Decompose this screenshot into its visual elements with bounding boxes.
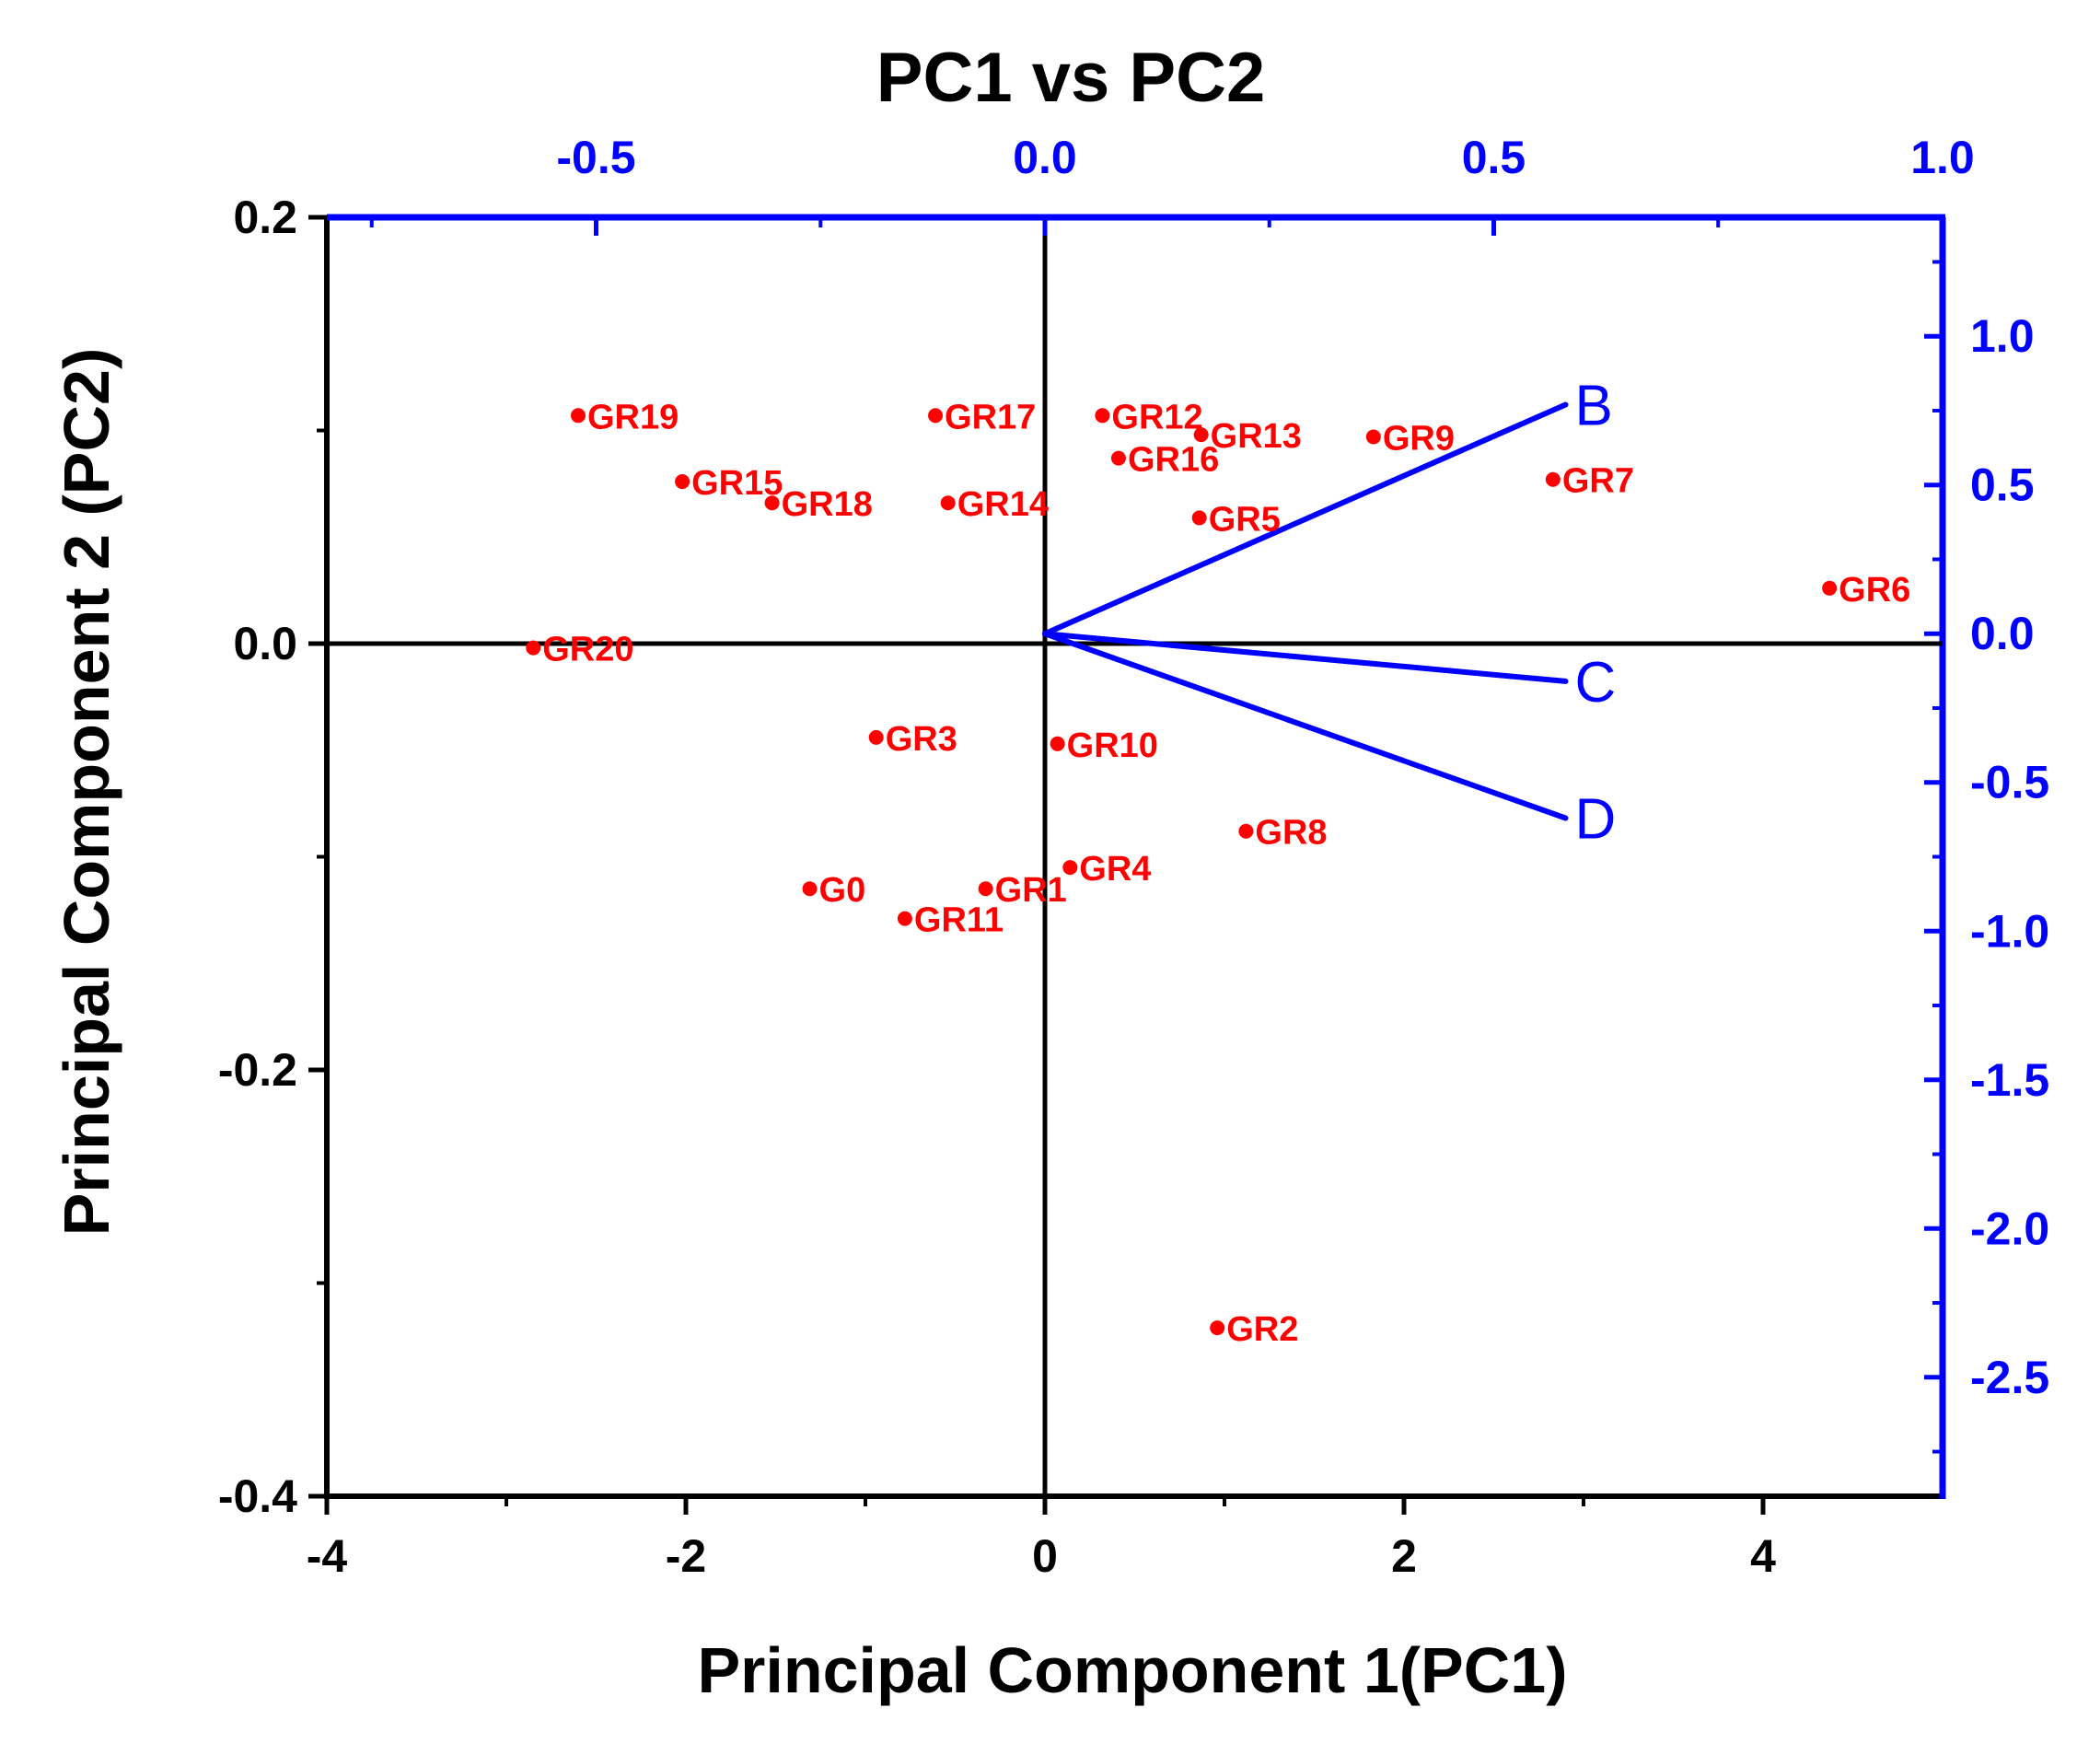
x-tick-label: 2 <box>1391 1530 1417 1582</box>
score-point-gr19 <box>571 408 586 424</box>
score-point-gr10 <box>1050 736 1065 751</box>
score-label-gr14: GR14 <box>957 485 1049 524</box>
score-point-gr4 <box>1062 860 1078 876</box>
loading-label-c: C <box>1575 651 1617 715</box>
score-label-gr17: GR17 <box>945 398 1036 436</box>
loading-vector-c <box>1042 631 1569 684</box>
score-label-gr4: GR4 <box>1079 850 1151 889</box>
score-label-gr19: GR19 <box>587 398 679 436</box>
score-label-gr8: GR8 <box>1255 814 1327 853</box>
y-axis-title: Principal Component 2 (PC2) <box>51 348 122 1237</box>
score-point-gr12 <box>1095 408 1110 424</box>
score-label-gr1: GR1 <box>995 871 1067 910</box>
score-label-gr9: GR9 <box>1383 419 1455 458</box>
right-tick-label: -1.0 <box>1970 905 2049 957</box>
score-label-gr2: GR2 <box>1226 1310 1298 1349</box>
right-tick-label: 1.0 <box>1970 310 2035 362</box>
right-tick-label: 0.0 <box>1970 608 2035 659</box>
right-tick-label: -2.0 <box>1970 1203 2049 1254</box>
score-point-gr6 <box>1822 580 1838 596</box>
right-tick-label: -1.5 <box>1970 1054 2049 1106</box>
score-label-gr6: GR6 <box>1839 571 1910 610</box>
score-point-gr20 <box>526 640 541 656</box>
score-point-gr11 <box>897 911 912 926</box>
score-label-g0: G0 <box>819 871 866 910</box>
score-point-gr7 <box>1545 471 1560 487</box>
score-point-gr5 <box>1191 510 1207 526</box>
score-label-gr13: GR13 <box>1211 417 1302 456</box>
score-point-gr13 <box>1193 427 1209 443</box>
loading-label-d: D <box>1575 788 1617 852</box>
score-label-gr10: GR10 <box>1067 726 1158 765</box>
score-label-gr3: GR3 <box>886 720 957 759</box>
score-point-gr16 <box>1110 450 1126 466</box>
score-point-gr2 <box>1210 1320 1225 1336</box>
y-tick-label: -0.4 <box>218 1470 297 1522</box>
score-point-gr18 <box>764 495 780 511</box>
loadings-layer: B C D <box>1042 375 1617 852</box>
right-tick-label: -0.5 <box>1970 757 2049 808</box>
scores-layer: GR19 GR17 GR12 GR13 GR9 GR16 GR15 GR7 GR18 GR14 GR… <box>526 398 1910 1349</box>
x-tick-label: -2 <box>666 1530 706 1582</box>
top-tick-label: 0.5 <box>1462 132 1526 183</box>
x-tick-label: -4 <box>307 1530 348 1582</box>
score-point-gr1 <box>978 881 993 897</box>
top-tick-label: 1.0 <box>1910 132 1975 183</box>
score-point-gr9 <box>1365 429 1381 445</box>
score-label-gr5: GR5 <box>1209 500 1281 539</box>
right-tick-label: -2.5 <box>1970 1352 2049 1403</box>
x-tick-label: 4 <box>1750 1530 1776 1582</box>
loading-vector-b <box>1042 401 1569 637</box>
score-point-gr8 <box>1238 823 1254 839</box>
score-label-gr11: GR11 <box>914 901 1004 940</box>
chart-title: PC1 vs PC2 <box>876 39 1265 117</box>
score-label-gr15: GR15 <box>691 464 783 503</box>
y-tick-label: 0.2 <box>233 192 297 243</box>
loading-label-b: B <box>1575 375 1613 438</box>
y-tick-label: -0.2 <box>218 1044 297 1096</box>
x-axis-title: Principal Component 1(PC1) <box>697 1634 1567 1706</box>
top-tick-label: 0.0 <box>1013 132 1077 183</box>
score-point-g0 <box>802 881 818 897</box>
score-point-gr17 <box>928 408 944 424</box>
axes-layer: -4 -2 0 2 4 -0.4 -0.2 0.0 0.2 -0.5 0.0 0.5 1.0 -2.5 -2… <box>218 132 2049 1582</box>
score-label-gr16: GR16 <box>1128 441 1219 480</box>
score-point-gr3 <box>868 729 884 745</box>
score-label-gr20: GR20 <box>542 631 633 669</box>
right-tick-label: 0.5 <box>1970 459 2035 511</box>
score-label-gr18: GR18 <box>782 485 873 524</box>
loading-vector-d <box>1042 631 1569 821</box>
score-label-gr12: GR12 <box>1111 398 1202 436</box>
score-label-gr7: GR7 <box>1562 462 1634 501</box>
top-tick-label: -0.5 <box>556 132 635 183</box>
x-tick-label: 0 <box>1032 1530 1058 1582</box>
score-point-gr14 <box>940 495 956 511</box>
score-point-gr15 <box>675 474 690 490</box>
y-tick-label: 0.0 <box>233 618 297 669</box>
